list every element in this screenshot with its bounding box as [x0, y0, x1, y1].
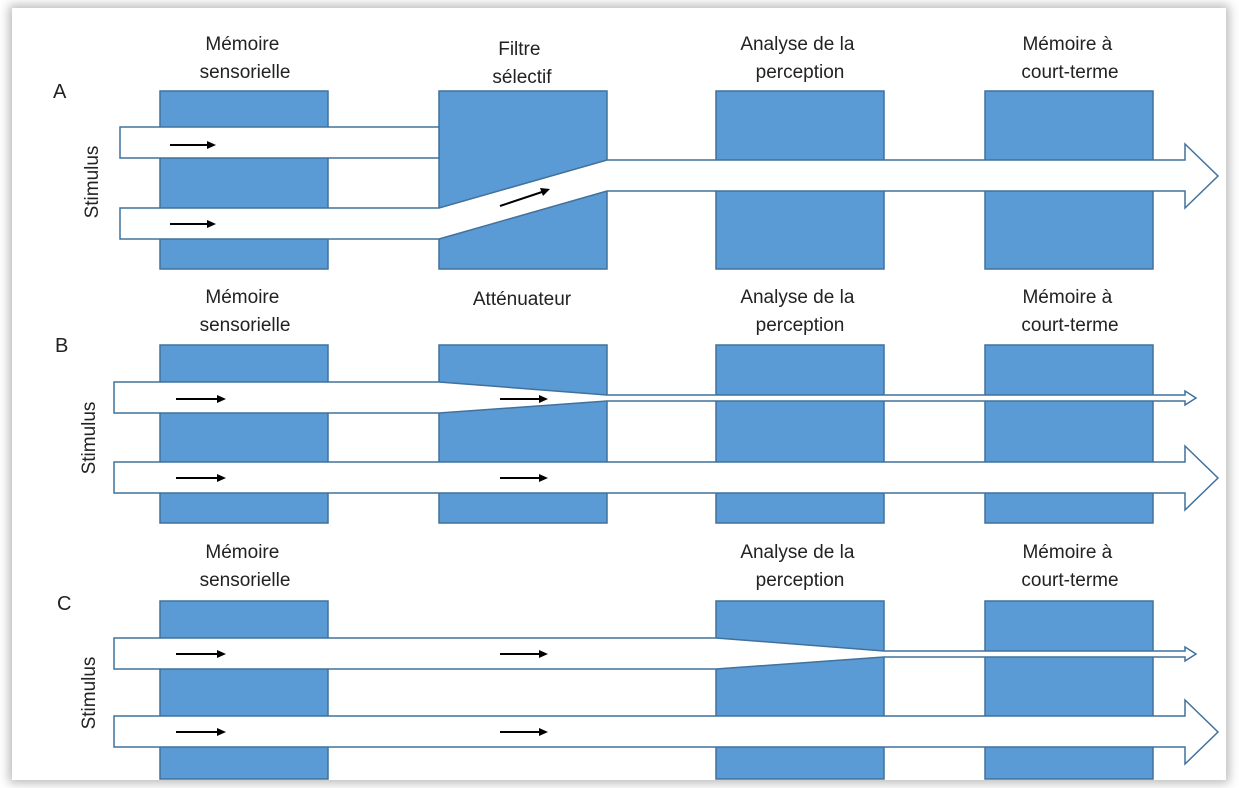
attenuator-box-b	[438, 344, 608, 524]
perception-analysis-box-c	[715, 600, 885, 780]
flow-arrow	[170, 220, 216, 228]
channel-selected-a	[119, 142, 1220, 240]
flow-arrow	[500, 650, 548, 658]
sensory-memory-box-a	[159, 90, 329, 270]
stage-label-sensory-a: Mémoire sensorielle	[200, 34, 291, 83]
channel-attenuated-c	[113, 637, 1198, 670]
stage-label-stm-b: Mémoire à court-terme	[1021, 287, 1118, 336]
channel-full-c	[113, 698, 1220, 766]
stage-label-sensory-c: Mémoire sensorielle	[200, 542, 291, 591]
panel-a: A Stimulus Mémoire sensorielle Filtre sé…	[53, 34, 1220, 270]
panel-b: B Stimulus Mémoire sensorielle Atténuate…	[55, 287, 1220, 524]
panel-letter-c: C	[57, 593, 71, 615]
channel-blocked-a	[119, 126, 440, 159]
flow-arrow	[500, 474, 548, 482]
stage-label-sensory-b: Mémoire sensorielle	[200, 287, 291, 336]
stage-label-filter-a: Filtre sélectif	[492, 39, 552, 88]
channel-full-b	[113, 444, 1220, 512]
flow-arrow	[176, 728, 226, 736]
stimulus-label-b: Stimulus	[79, 402, 100, 475]
panel-letter-b: B	[55, 335, 68, 357]
panel-letter-a: A	[53, 81, 67, 103]
stage-label-perception-b: Analyse de la perception	[740, 287, 859, 336]
short-term-memory-box-b	[984, 344, 1154, 524]
stage-label-perception-c: Analyse de la perception	[740, 542, 859, 591]
flow-arrow	[500, 728, 548, 736]
stage-label-perception-a: Analyse de la perception	[740, 34, 859, 83]
panel-c: C Stimulus Mémoire sensorielle Analyse d…	[57, 542, 1220, 780]
perception-analysis-box-b	[715, 344, 885, 524]
flow-arrow	[170, 141, 216, 149]
sensory-memory-box-c	[159, 600, 329, 780]
sensory-memory-box-b	[159, 344, 329, 524]
flow-arrow	[176, 395, 226, 403]
flow-arrow	[499, 188, 550, 207]
stage-label-stm-a: Mémoire à court-terme	[1021, 34, 1118, 83]
flow-arrow	[500, 395, 548, 403]
flow-arrow	[176, 650, 226, 658]
short-term-memory-box-c	[984, 600, 1154, 780]
channel-attenuated-b	[113, 381, 1198, 414]
stimulus-label-a: Stimulus	[82, 146, 103, 219]
flow-arrow	[176, 474, 226, 482]
stage-label-attenuator-b: Atténuateur	[473, 289, 572, 310]
stimulus-label-c: Stimulus	[79, 657, 100, 730]
stage-label-stm-c: Mémoire à court-terme	[1021, 542, 1118, 591]
